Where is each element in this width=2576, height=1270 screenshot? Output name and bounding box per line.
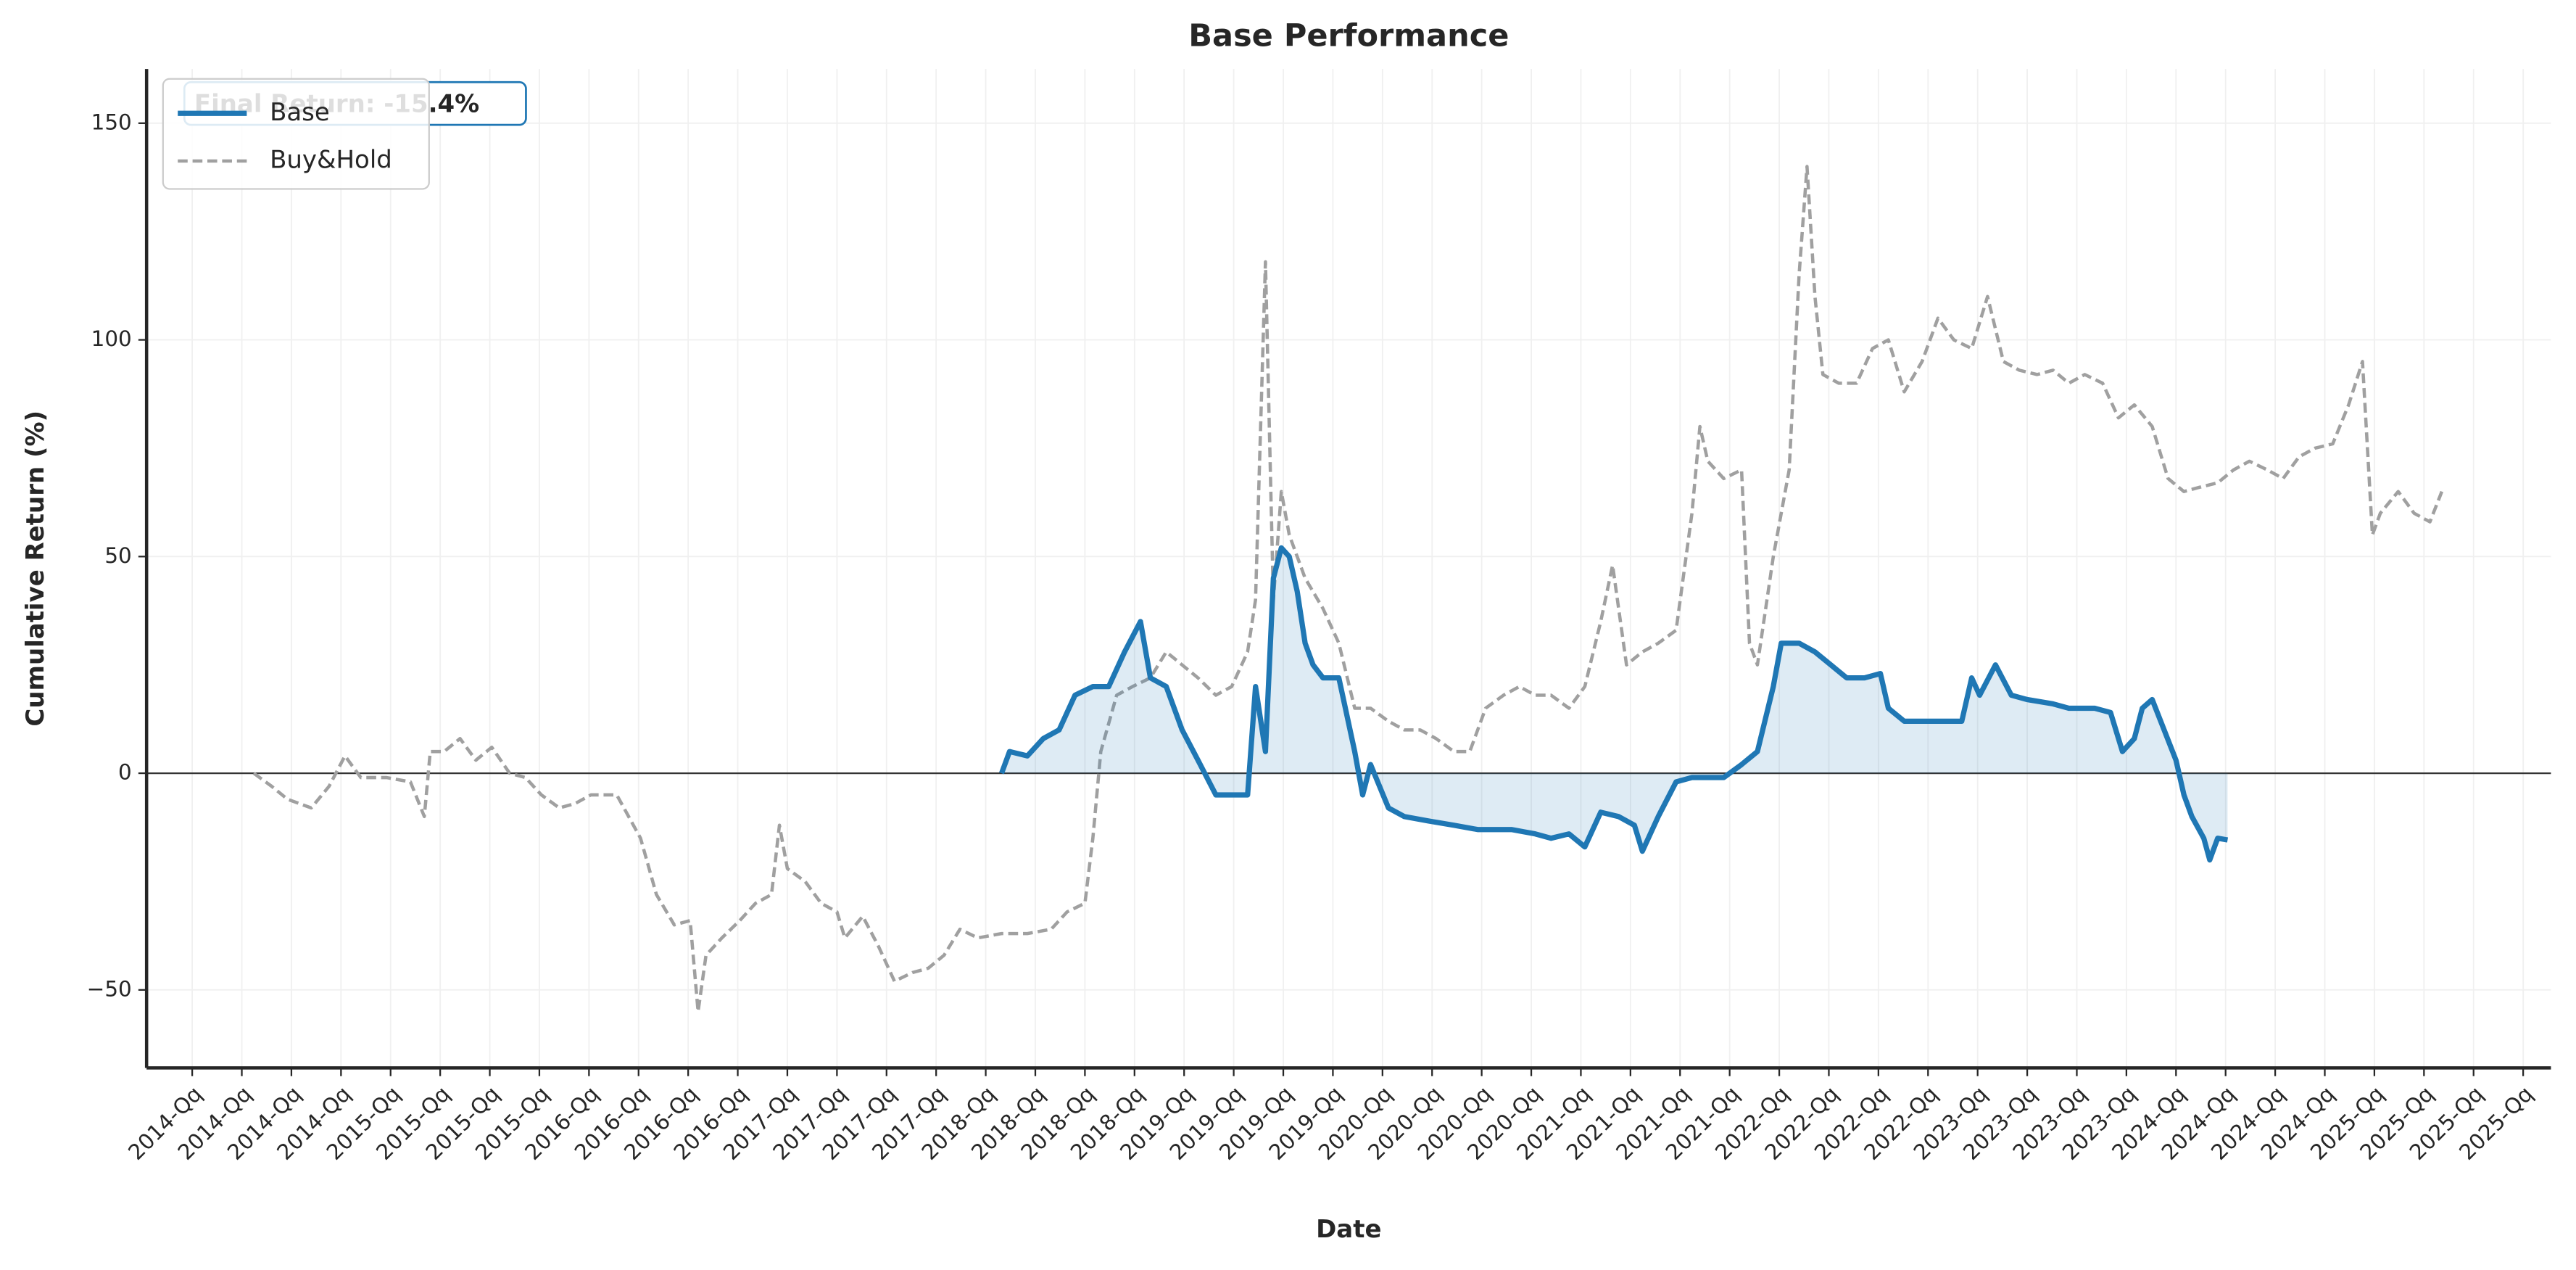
- axes: −500501001502014-Qq2014-Qq2014-Qq2014-Qq…: [87, 69, 2551, 1165]
- x-axis-label: Date: [1316, 1215, 1381, 1244]
- y-tick-label: 0: [118, 760, 132, 785]
- plot-area: [146, 165, 2551, 1013]
- legend-label: Base: [270, 98, 330, 127]
- series-line: [252, 165, 2444, 1013]
- grid: [146, 69, 2551, 1068]
- y-tick-label: 50: [104, 543, 131, 568]
- y-axis-label: Cumulative Return (%): [21, 411, 50, 727]
- y-tick-label: 150: [91, 110, 132, 134]
- series-line: [999, 545, 2229, 863]
- y-tick-label: −50: [87, 976, 132, 1001]
- series-area: [1001, 548, 2228, 860]
- y-tick-label: 100: [91, 326, 132, 351]
- chart-title: Base Performance: [1188, 18, 1509, 54]
- legend-label: Buy&Hold: [270, 145, 392, 174]
